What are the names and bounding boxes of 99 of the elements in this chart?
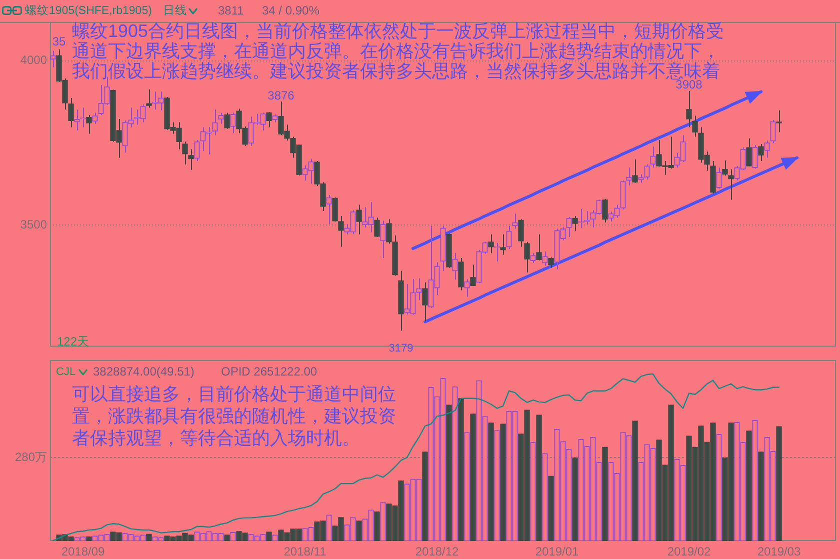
x-tick-label: 2018/09 <box>61 544 106 559</box>
annotation: 3828874.00(49.51) <box>93 364 194 378</box>
bar <box>470 414 476 541</box>
candlestick <box>452 252 458 280</box>
bar <box>86 536 92 541</box>
candlestick <box>518 218 524 248</box>
candlestick <box>74 108 80 131</box>
candlestick <box>356 204 362 235</box>
candlestick <box>752 144 758 170</box>
annotation: 我们假设上涨趋势继续。建议投资者保持多头思路，当然保持多头思路并不意味着 <box>72 60 720 81</box>
candlestick <box>506 225 512 250</box>
x-tick-label: 2018/11 <box>284 544 327 559</box>
candlestick <box>566 216 572 238</box>
annotation: OPID 2651222.00 <box>221 364 318 378</box>
candlestick <box>692 115 698 138</box>
candlestick <box>224 112 230 130</box>
candlestick <box>80 107 86 128</box>
candlestick <box>326 194 332 225</box>
bar <box>356 520 362 541</box>
candlestick <box>188 148 194 170</box>
candlestick <box>50 50 56 68</box>
candlestick <box>380 220 386 259</box>
bar <box>758 452 764 541</box>
candlestick <box>266 112 272 128</box>
candlestick <box>500 234 506 256</box>
candlestick <box>536 234 542 261</box>
bar <box>446 404 452 541</box>
candlestick <box>572 215 578 232</box>
candlestick <box>212 108 218 136</box>
annotation: 122天 <box>57 334 90 348</box>
candlestick <box>758 143 764 162</box>
bar <box>572 458 578 541</box>
bar <box>458 398 464 541</box>
candlestick <box>776 110 782 133</box>
candlestick <box>512 213 518 230</box>
candlestick <box>524 241 530 274</box>
annotation: 3876 <box>268 88 295 102</box>
x-tick-label: 2019/01 <box>535 544 580 559</box>
candlestick <box>722 160 728 176</box>
candlestick <box>374 217 380 238</box>
candlestick <box>464 278 470 298</box>
x-tick-label: 2018/12 <box>415 544 460 559</box>
candlestick <box>764 140 770 158</box>
candlestick <box>770 119 776 144</box>
x-tick-label: 2019/02 <box>667 544 712 559</box>
candlestick <box>728 168 734 200</box>
candlestick <box>644 164 650 180</box>
bar <box>422 452 428 541</box>
candlestick <box>686 90 692 128</box>
candlestick <box>626 167 632 186</box>
candlestick <box>494 242 500 262</box>
candlestick <box>68 97 74 128</box>
annotation: 35 <box>52 34 66 48</box>
annotation: 通道下边界线支撑，在通道内反弹。在价格没有告诉我们上涨趋势结束的情况下， <box>72 40 720 61</box>
y-tick-label: 4000 <box>20 53 48 68</box>
bar <box>602 446 608 541</box>
candlestick <box>230 112 236 134</box>
bar <box>374 511 380 541</box>
y-tick-label: 3500 <box>20 217 48 232</box>
candlestick <box>530 252 536 264</box>
candlestick <box>86 114 92 134</box>
bar <box>146 534 152 541</box>
bar <box>632 420 638 541</box>
chart-subtitle: 日线 <box>163 4 187 18</box>
candlestick <box>578 208 584 229</box>
candlestick <box>542 250 548 266</box>
bar <box>776 426 782 541</box>
candlestick <box>182 141 188 165</box>
bar <box>500 424 506 541</box>
candlestick <box>194 140 200 162</box>
text: 280万 <box>14 450 47 464</box>
annotation: 可以直接追多，目前价格处于通道中间位置，涨跌都具有很强的随机性，建议投资者保持观望，等待合适的入场时机。 <box>72 384 396 448</box>
candlestick <box>602 198 608 224</box>
bar <box>224 534 230 541</box>
bar <box>488 422 494 541</box>
candlestick <box>746 138 752 166</box>
candlestick <box>416 278 422 301</box>
x-tick-label: 2019/03 <box>757 544 802 559</box>
candlestick <box>338 215 344 248</box>
text: 34 / 0.90% <box>262 3 320 18</box>
bar <box>746 430 752 541</box>
bar <box>536 414 542 541</box>
annotation: 螺纹1905合约日线图，当前价格整体依然处于一波反弹上涨过程当中，短期价格受 <box>72 20 724 41</box>
candlestick <box>632 158 638 184</box>
candlestick <box>422 282 428 322</box>
text: 3811 <box>218 3 244 18</box>
annotation: CJL <box>56 366 76 378</box>
candlestick <box>92 112 98 124</box>
candlestick <box>146 88 152 108</box>
candlestick <box>716 167 722 190</box>
chart-title: 螺纹1905(SHFE,rb1905) <box>25 4 152 18</box>
candlestick <box>650 146 656 168</box>
candlestick <box>470 264 476 286</box>
bar <box>266 532 272 541</box>
candlestick <box>488 234 494 254</box>
bar <box>548 476 554 541</box>
candlestick <box>218 112 224 124</box>
candlestick <box>548 256 554 268</box>
candlestick <box>332 197 338 222</box>
